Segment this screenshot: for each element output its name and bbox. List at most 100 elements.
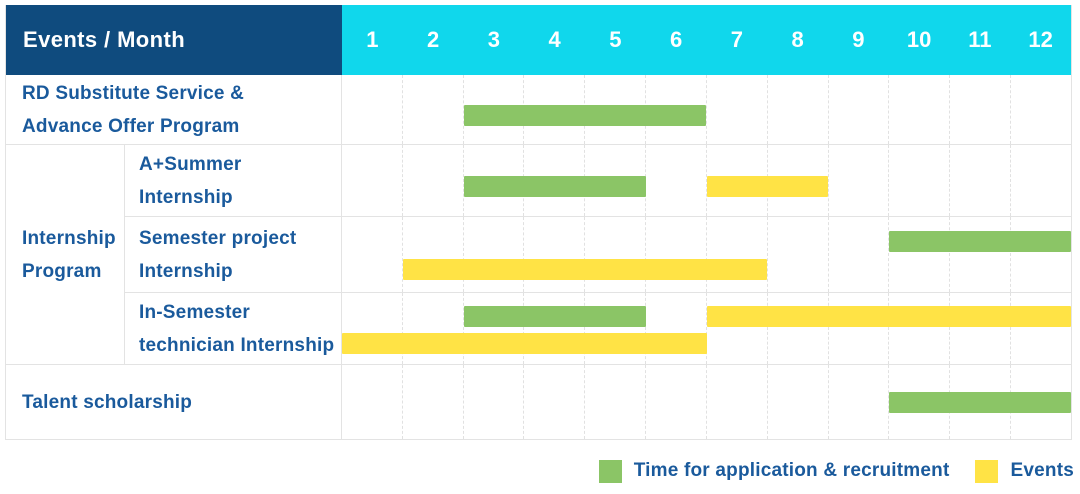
legend-label-events: Events bbox=[1010, 460, 1074, 481]
month-header: 1 bbox=[342, 5, 403, 75]
month-grid-cell bbox=[523, 365, 584, 439]
month-grid-cell bbox=[401, 217, 463, 292]
legend-label-recruitment: Time for application & recruitment bbox=[633, 460, 950, 481]
month-grid-cell bbox=[827, 217, 889, 292]
bar-events bbox=[706, 176, 828, 198]
bar-events bbox=[402, 259, 768, 280]
month-grid-cell bbox=[523, 217, 584, 292]
month-grid-cell bbox=[462, 217, 524, 292]
month-grid-cell bbox=[645, 293, 706, 364]
month-grid-cell bbox=[342, 75, 402, 144]
month-grid-cell bbox=[342, 365, 402, 439]
row-label-line: technician Internship bbox=[139, 334, 335, 356]
row-label-line: Internship bbox=[139, 186, 233, 208]
month-grid-cell bbox=[705, 365, 767, 439]
bar-recruitment bbox=[888, 391, 1071, 413]
table-corner-header: Events / Month bbox=[6, 5, 342, 75]
month-grid-cell bbox=[1010, 145, 1071, 216]
month-grid-cell bbox=[766, 75, 828, 144]
month-header: 8 bbox=[767, 5, 828, 75]
row-label-line: Internship bbox=[139, 260, 233, 282]
month-header: 5 bbox=[585, 5, 646, 75]
month-grid-cell bbox=[949, 145, 1010, 216]
month-header: 11 bbox=[949, 5, 1011, 75]
legend: Time for application & recruitment Events bbox=[598, 455, 1074, 487]
bar-events bbox=[342, 332, 707, 354]
month-grid-cell bbox=[705, 293, 767, 364]
legend-item-events: Events bbox=[975, 459, 1074, 483]
row-label-line: Semester project bbox=[139, 227, 297, 249]
month-grid-cell bbox=[645, 145, 706, 216]
gantt-table: Events / Month 1 2 3 4 5 6 7 8 9 10 11 12 Internship… bbox=[5, 5, 1072, 440]
month-grid-cell bbox=[401, 293, 463, 364]
month-grid-cell bbox=[888, 145, 949, 216]
bar-recruitment bbox=[463, 306, 646, 328]
row-chart-area-a-summer bbox=[342, 145, 1071, 217]
bar-recruitment bbox=[463, 105, 707, 127]
month-grid-cell bbox=[949, 75, 1010, 144]
row-chart-area-talent-scholarship bbox=[342, 365, 1071, 440]
month-grid-cell bbox=[888, 293, 949, 364]
month-header: 7 bbox=[706, 5, 768, 75]
row-group-label-line: Internship bbox=[22, 227, 116, 249]
month-gridlines bbox=[342, 293, 1071, 364]
month-grid-cell bbox=[827, 75, 889, 144]
row-group-label-line: Program bbox=[22, 260, 102, 282]
month-header: 9 bbox=[828, 5, 889, 75]
month-grid-cell bbox=[1010, 75, 1071, 144]
month-grid-cell bbox=[342, 217, 402, 292]
month-header: 3 bbox=[463, 5, 525, 75]
month-header: 2 bbox=[402, 5, 464, 75]
month-grid-cell bbox=[584, 293, 645, 364]
month-grid-cell bbox=[645, 217, 706, 292]
bar-recruitment bbox=[463, 176, 646, 198]
month-grid-cell bbox=[462, 365, 524, 439]
month-grid-cell bbox=[888, 217, 949, 292]
row-label-line: In-Semester bbox=[139, 301, 250, 323]
month-grid-cell bbox=[888, 75, 949, 144]
month-grid-cell bbox=[462, 145, 524, 216]
row-label-rd-substitute: RD Substitute Service & Advance Offer Pro… bbox=[6, 75, 342, 145]
legend-swatch-recruitment bbox=[598, 459, 622, 483]
row-label-talent-scholarship: Talent scholarship bbox=[6, 365, 342, 440]
row-chart-area-semester-project bbox=[342, 217, 1071, 293]
month-grid-cell bbox=[766, 365, 828, 439]
month-grid-cell bbox=[766, 217, 828, 292]
month-grid-cell bbox=[645, 365, 706, 439]
row-label-in-semester: In-Semester technician Internship bbox=[125, 293, 342, 365]
month-header: 6 bbox=[645, 5, 707, 75]
bar-events bbox=[706, 306, 1071, 328]
month-grid-cell bbox=[342, 145, 402, 216]
row-label-line: Talent scholarship bbox=[22, 391, 193, 413]
row-label-a-summer: A+Summer Internship bbox=[125, 145, 342, 217]
month-grid-cell bbox=[401, 75, 463, 144]
row-label-line: RD Substitute Service & bbox=[22, 82, 245, 104]
month-gridlines bbox=[342, 75, 1071, 144]
month-grid-cell bbox=[401, 145, 463, 216]
month-header: 4 bbox=[524, 5, 585, 75]
row-chart-area-in-semester bbox=[342, 293, 1071, 365]
month-grid-cell bbox=[949, 293, 1010, 364]
row-label-semester-project: Semester project Internship bbox=[125, 217, 342, 293]
legend-swatch-events bbox=[975, 459, 999, 483]
month-grid-cell bbox=[949, 217, 1010, 292]
month-gridlines bbox=[342, 217, 1071, 292]
row-group-label-internship-program: Internship Program bbox=[6, 145, 125, 365]
row-chart-area-rd-substitute bbox=[342, 75, 1071, 145]
month-grid-cell bbox=[705, 217, 767, 292]
month-grid-cell bbox=[705, 75, 767, 144]
row-label-line: A+Summer bbox=[139, 153, 242, 175]
month-grid-cell bbox=[584, 365, 645, 439]
month-grid-cell bbox=[766, 293, 828, 364]
month-grid-cell bbox=[462, 293, 524, 364]
month-header: 10 bbox=[888, 5, 950, 75]
month-grid-cell bbox=[462, 75, 524, 144]
month-grid-cell bbox=[827, 365, 889, 439]
legend-item-recruitment: Time for application & recruitment bbox=[598, 459, 950, 483]
month-header: 12 bbox=[1010, 5, 1071, 75]
month-grid-cell bbox=[1010, 293, 1071, 364]
month-grid-cell bbox=[827, 145, 889, 216]
month-grid-cell bbox=[523, 293, 584, 364]
bar-recruitment bbox=[888, 231, 1071, 253]
month-grid-cell bbox=[584, 217, 645, 292]
